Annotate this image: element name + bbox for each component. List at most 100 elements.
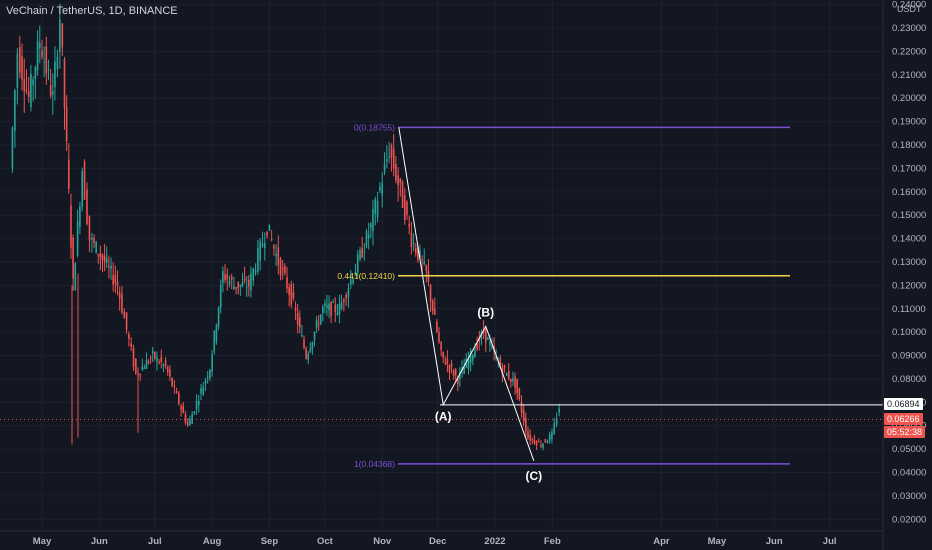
candle-body xyxy=(101,254,104,260)
y-tick-label: 0.04000 xyxy=(892,468,926,479)
candle-body xyxy=(374,199,377,214)
candle-body xyxy=(51,91,54,95)
chart-title: VeChain / TetherUS, 1D, BINANCE xyxy=(6,5,178,17)
candle-body xyxy=(266,231,268,236)
candle-body xyxy=(423,260,426,265)
candle-body xyxy=(338,303,341,315)
candle-body xyxy=(406,201,408,215)
candle-body xyxy=(452,370,455,377)
candle-body xyxy=(164,360,167,367)
candle-body xyxy=(237,281,240,289)
candle-body xyxy=(359,249,361,260)
candle-body xyxy=(45,46,48,74)
candle-body xyxy=(542,443,544,448)
candle-body xyxy=(268,224,271,231)
candle-body xyxy=(279,258,282,276)
candle-body xyxy=(408,223,411,227)
candle-body xyxy=(59,19,61,52)
y-tick-label: 0.11000 xyxy=(892,304,926,315)
candle-body xyxy=(86,189,88,224)
candle-body xyxy=(442,351,445,358)
candle-body xyxy=(14,90,16,131)
candle-body xyxy=(367,234,370,239)
candle-body xyxy=(261,243,264,247)
y-axis: 0.24000 0.23000 0.22000 0.21000 0.20000 0.190… xyxy=(882,0,932,550)
countdown-tag: 05:52:38 xyxy=(884,425,926,438)
candle-body xyxy=(417,246,419,260)
candle-body xyxy=(162,364,165,366)
candle-body xyxy=(132,348,135,367)
candle-body xyxy=(309,348,312,352)
candle-body xyxy=(518,388,521,400)
y-axis-panel xyxy=(883,0,932,550)
candle-body xyxy=(209,369,211,379)
candle-body xyxy=(143,367,146,369)
candle-body xyxy=(65,107,68,142)
candle-body xyxy=(70,205,72,248)
candle-body xyxy=(313,332,316,341)
axis-unit-label: USDT xyxy=(897,4,922,14)
candle-body xyxy=(356,254,359,273)
candle-body xyxy=(343,299,345,302)
candle-body xyxy=(27,91,30,97)
last-price-tag: 0.06266 xyxy=(884,412,923,425)
candle-body xyxy=(484,327,487,343)
candle-body xyxy=(450,363,453,367)
candle-body xyxy=(311,342,314,350)
candle-body xyxy=(284,266,286,274)
candle-body xyxy=(130,343,133,348)
candle-body xyxy=(235,286,237,289)
candle-body xyxy=(510,378,512,383)
candle-body xyxy=(219,284,222,308)
candle-body xyxy=(226,274,229,280)
candle-body xyxy=(546,440,549,444)
candle-body xyxy=(175,391,178,393)
candle-body xyxy=(482,329,485,334)
candle-body xyxy=(275,253,277,257)
candle-body xyxy=(213,330,216,352)
candle-body xyxy=(233,286,235,290)
candle-body xyxy=(328,303,330,311)
candle-body xyxy=(72,237,74,279)
candle-body xyxy=(347,288,350,297)
candle-body xyxy=(553,423,555,434)
candle-body xyxy=(340,302,343,310)
candle-body xyxy=(195,400,198,409)
x-tick-label: Jul xyxy=(148,536,162,547)
candle-body xyxy=(32,79,34,86)
candle-body xyxy=(224,274,226,281)
x-tick-label: May xyxy=(33,536,52,547)
candle-body xyxy=(307,353,310,360)
y-tick-label: 0.24000 xyxy=(892,0,926,11)
candle-body xyxy=(68,159,70,190)
candle-body xyxy=(352,279,354,283)
candle-body xyxy=(178,392,180,404)
candle-body xyxy=(370,223,372,228)
candle-body xyxy=(23,79,26,92)
candle-body xyxy=(21,56,23,80)
candle-body xyxy=(478,338,481,342)
candle-body xyxy=(429,285,432,302)
x-tick-label: Aug xyxy=(203,536,222,547)
candle-body xyxy=(489,341,491,346)
candle-body xyxy=(403,195,406,221)
candle-body xyxy=(491,345,493,348)
candle-body xyxy=(252,268,255,281)
candle-body xyxy=(79,206,81,228)
candle-body xyxy=(222,271,224,284)
candle-body xyxy=(43,61,45,63)
candle-body xyxy=(480,331,483,340)
candle-body xyxy=(239,284,242,287)
x-tick-label: Feb xyxy=(544,536,561,547)
candle-body xyxy=(401,182,404,208)
candle-body xyxy=(112,274,114,285)
candle-body xyxy=(446,358,449,365)
y-tick-label: 0.12000 xyxy=(892,280,926,291)
candle-body xyxy=(465,358,468,368)
candle-body xyxy=(326,305,328,308)
wave-label: (C) xyxy=(525,469,542,483)
candle-body xyxy=(54,61,56,88)
candle-body xyxy=(345,294,347,299)
candle-body xyxy=(169,369,171,377)
